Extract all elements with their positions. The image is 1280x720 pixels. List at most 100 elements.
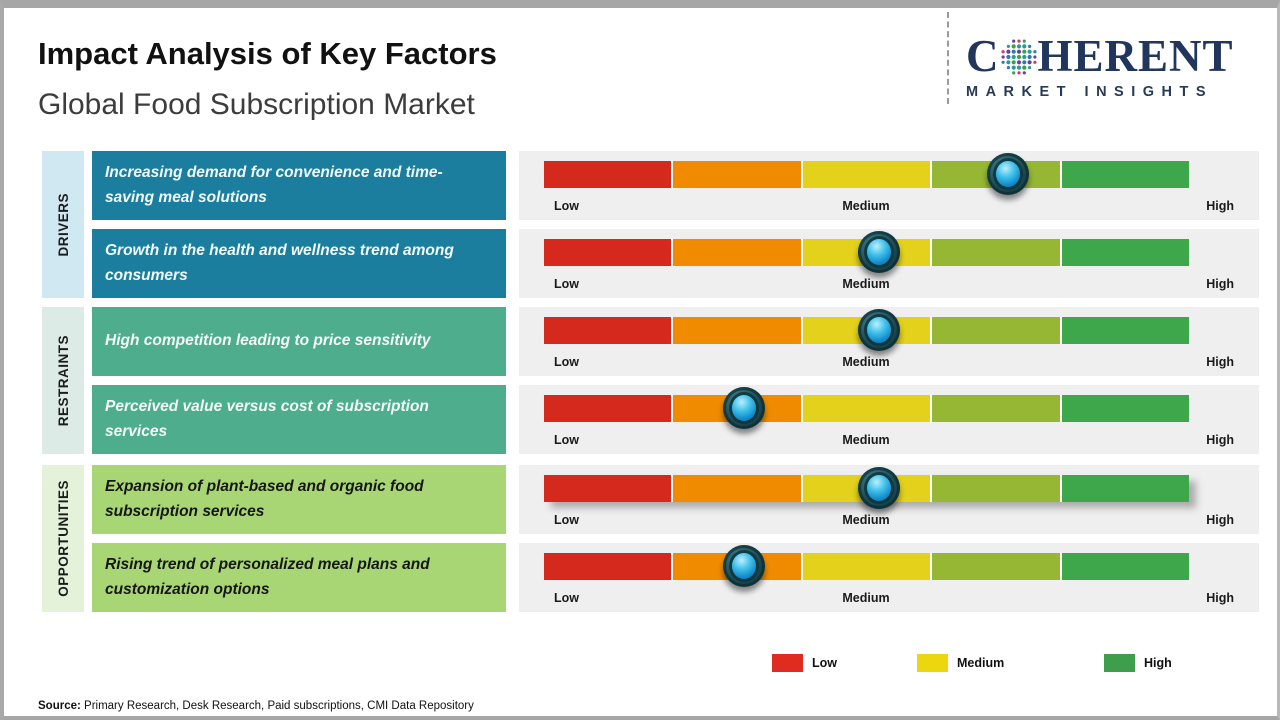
impact-knob xyxy=(987,153,1030,195)
bar-segment xyxy=(932,239,1060,266)
factor-box: Expansion of plant-based and organic foo… xyxy=(92,465,506,534)
impact-bar xyxy=(544,545,1190,587)
scale-high: High xyxy=(1206,591,1234,605)
factor-box: Growth in the health and wellness trend … xyxy=(92,229,506,298)
scale-medium: Medium xyxy=(842,199,890,213)
legend-swatch-low xyxy=(772,654,803,672)
impact-bar xyxy=(544,153,1190,195)
brand-letters-rest: HERENT xyxy=(1037,31,1234,81)
impact-knob xyxy=(858,231,901,273)
scale-labels: Low Medium High xyxy=(544,277,1234,293)
bar-segment xyxy=(544,475,672,502)
legend-item-high: High xyxy=(1104,654,1172,672)
brand-name: C HERENT xyxy=(966,30,1266,82)
impact-bar xyxy=(544,387,1190,429)
factor-box: Increasing demand for convenience and ti… xyxy=(92,151,506,220)
gauge-panel: Low Medium High xyxy=(519,229,1259,298)
gauge-panel: Low Medium High xyxy=(519,307,1259,376)
impact-bar xyxy=(544,467,1190,509)
factor-box: High competition leading to price sensit… xyxy=(92,307,506,376)
globe-icon xyxy=(1001,39,1036,75)
bar-segment xyxy=(544,395,672,422)
logo-divider xyxy=(947,12,949,104)
group-strip-opportunities: OPPORTUNITIES xyxy=(42,465,84,612)
scale-medium: Medium xyxy=(842,433,890,447)
scale-high: High xyxy=(1206,513,1234,527)
group-label-opportunities: OPPORTUNITIES xyxy=(55,480,71,597)
gauge-panel: Low Medium High xyxy=(519,465,1259,534)
legend-label-high: High xyxy=(1144,656,1172,670)
scale-high: High xyxy=(1206,433,1234,447)
impact-knob xyxy=(858,467,901,509)
source-text: Primary Research, Desk Research, Paid su… xyxy=(80,700,474,712)
bar-segment xyxy=(544,317,672,344)
scale-high: High xyxy=(1206,199,1234,213)
scale-labels: Low Medium High xyxy=(544,355,1234,371)
bar-segment xyxy=(932,317,1060,344)
bar-segment xyxy=(1061,475,1190,502)
gauge-panel: Low Medium High xyxy=(519,385,1259,454)
scale-labels: Low Medium High xyxy=(544,513,1234,529)
gauge-panel: Low Medium High xyxy=(519,151,1259,220)
brand-tagline: MARKET INSIGHTS xyxy=(966,84,1214,100)
scale-labels: Low Medium High xyxy=(544,591,1234,607)
scale-low: Low xyxy=(554,199,579,213)
bar-segment xyxy=(1061,239,1190,266)
bar-segment xyxy=(544,553,672,580)
scale-low: Low xyxy=(554,513,579,527)
legend-label-low: Low xyxy=(812,656,837,670)
bar-segment xyxy=(802,553,931,580)
group-strip-drivers: DRIVERS xyxy=(42,151,84,298)
impact-knob xyxy=(722,387,765,429)
bar-segment xyxy=(673,317,801,344)
bar-segment xyxy=(673,475,801,502)
bar-segment xyxy=(802,395,931,422)
scale-medium: Medium xyxy=(842,277,890,291)
bar-segment xyxy=(932,475,1060,502)
bar-segment xyxy=(932,553,1060,580)
scale-low: Low xyxy=(554,433,579,447)
bar-segment xyxy=(544,161,672,188)
scale-medium: Medium xyxy=(842,513,890,527)
brand-logo: C HERENT MARKET INSIGHTS xyxy=(966,30,1266,100)
bar-segment xyxy=(1061,395,1190,422)
legend-item-medium: Medium xyxy=(917,654,1004,672)
scale-high: High xyxy=(1206,277,1234,291)
group-label-restraints: RESTRAINTS xyxy=(55,334,71,427)
bar-segment xyxy=(1061,553,1190,580)
scale-labels: Low Medium High xyxy=(544,199,1234,215)
impact-knob xyxy=(858,309,901,351)
bar-segment xyxy=(802,161,931,188)
page-title: Impact Analysis of Key Factors xyxy=(38,36,497,71)
source-note: Source: Primary Research, Desk Research,… xyxy=(38,700,474,712)
impact-knob xyxy=(722,545,765,587)
factor-box: Perceived value versus cost of subscript… xyxy=(92,385,506,454)
gauge-panel: Low Medium High xyxy=(519,543,1259,612)
brand-letter-c: C xyxy=(966,31,1000,81)
bar-segment xyxy=(544,239,672,266)
group-label-drivers: DRIVERS xyxy=(55,192,71,257)
scale-high: High xyxy=(1206,355,1234,369)
bar-segment xyxy=(1061,317,1190,344)
legend-swatch-high xyxy=(1104,654,1135,672)
source-label: Source: xyxy=(38,700,81,712)
impact-bar xyxy=(544,231,1190,273)
bar-segment xyxy=(1061,161,1190,188)
scale-low: Low xyxy=(554,355,579,369)
factor-box: Rising trend of personalized meal plans … xyxy=(92,543,506,612)
group-strip-restraints: RESTRAINTS xyxy=(42,307,84,454)
legend-swatch-medium xyxy=(917,654,948,672)
page-subtitle: Global Food Subscription Market xyxy=(38,88,475,121)
legend-item-low: Low xyxy=(772,654,837,672)
bar-segment xyxy=(673,239,801,266)
scale-labels: Low Medium High xyxy=(544,433,1234,449)
scale-medium: Medium xyxy=(842,355,890,369)
impact-bar xyxy=(544,309,1190,351)
bar-segment xyxy=(932,395,1060,422)
bar-segment xyxy=(673,161,801,188)
scale-medium: Medium xyxy=(842,591,890,605)
scale-low: Low xyxy=(554,591,579,605)
legend-label-medium: Medium xyxy=(957,656,1005,670)
scale-low: Low xyxy=(554,277,579,291)
